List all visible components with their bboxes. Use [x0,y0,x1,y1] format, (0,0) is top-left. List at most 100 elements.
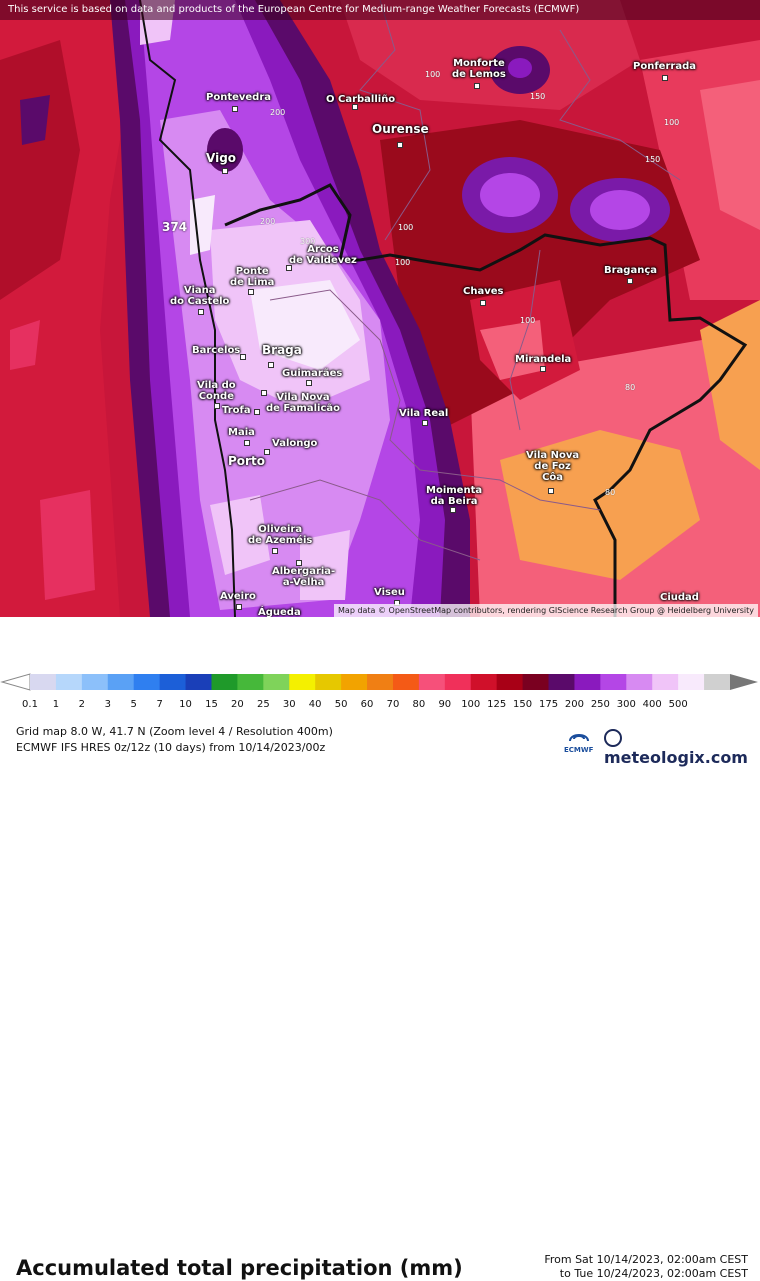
city-marker [248,289,254,295]
city-braganca[interactable]: Bragança [604,265,658,276]
color-scale-bar [0,673,758,691]
contour-label: 150 [530,92,546,101]
scale-swatch [392,674,420,690]
precipitation-map[interactable]: This service is based on data and produc… [0,0,760,617]
scale-swatch [496,674,524,690]
scale-swatch [341,674,368,690]
scale-swatch [367,674,394,690]
city-vila-real[interactable]: Vila Real [399,408,449,419]
city-monforte[interactable]: Monforte de Lemos [452,58,506,80]
city-chaves[interactable]: Chaves [463,286,504,297]
city-marker [232,106,238,112]
scale-tick-label: 175 [538,699,559,710]
contour-label: 100 [398,223,414,232]
scale-swatch [237,674,264,690]
city-porto[interactable]: Porto [228,454,265,468]
city-marker [222,168,228,174]
city-vila-do-conde[interactable]: Vila do Conde [197,380,236,402]
scale-tick-label: 250 [590,699,610,710]
city-guimaraes[interactable]: Guimarães [282,368,343,379]
scale-tick-label: 50 [334,699,348,710]
city-valongo[interactable]: Valongo [272,438,318,449]
scale-swatch [522,674,550,690]
scale-tick-label: 300 [616,699,636,710]
city-aveiro[interactable]: Aveiro [220,591,256,602]
scale-swatch [185,674,212,690]
scale-swatch [418,674,446,690]
city-vila-nova-famalicao[interactable]: Vila Nova de Famalicão [266,392,340,414]
city-viana[interactable]: Viana do Castelo [170,285,230,307]
city-marker [254,409,260,415]
city-arcos[interactable]: Arcos de Valdevez [289,244,357,266]
city-maia[interactable]: Maia [228,427,255,438]
city-marker [352,104,358,110]
city-marker [306,380,312,386]
contour-label: 100 [395,258,411,267]
forecast-period: From Sat 10/14/2023, 02:00am CEST to Tue… [544,1253,748,1281]
city-carballino[interactable]: O Carballiño [326,94,396,105]
model-info: ECMWF IFS HRES 0z/12z (10 days) from 10/… [16,741,326,754]
contour-label: 150 [645,155,661,164]
meteologix-logo[interactable]: meteologix.com [604,729,760,767]
city-viseu[interactable]: Viseu [374,587,405,598]
scale-swatch [159,674,187,690]
scale-tick-label: 80 [412,699,426,710]
city-marker [540,366,546,372]
grid-info: Grid map 8.0 W, 41.7 N (Zoom level 4 / R… [16,725,333,738]
city-ponferrada[interactable]: Ponferrada [633,61,696,72]
city-ciudad[interactable]: Ciudad [660,592,699,603]
map-attribution[interactable]: Map data © OpenStreetMap contributors, r… [334,604,758,617]
city-barcelos[interactable]: Barcelos [192,345,241,356]
city-marker [214,403,220,409]
scale-swatch [289,674,316,690]
city-mirandela[interactable]: Mirandela [515,354,572,365]
scale-swatch [315,674,342,690]
scale-tick-label: 5 [130,699,137,710]
city-marker [240,354,246,360]
city-marker [236,604,242,610]
scale-tick-label: 7 [156,699,163,710]
city-marker [296,560,302,566]
city-marker [450,507,456,513]
scale-swatch [81,674,109,690]
city-braga[interactable]: Braga [262,343,302,357]
ecmwf-logo: ECMWF [564,727,594,755]
period-to: to Tue 10/24/2023, 02:00am CEST [559,1267,748,1280]
scale-tick-label: 10 [179,699,192,710]
contour-label: 200 [260,217,276,226]
scale-arrow-right [730,674,758,690]
meteologix-logo-text: meteologix.com [604,748,748,767]
scale-swatch [211,674,238,690]
scale-arrow-left [0,673,31,691]
precipitation-field [0,0,760,617]
scale-swatch [678,674,705,690]
city-ourense[interactable]: Ourense [372,122,429,136]
scale-tick-label: 25 [256,699,270,710]
city-foz-coa[interactable]: Vila Nova de Foz Côa [526,450,580,483]
city-ponte-de-lima[interactable]: Ponte de Lima [230,266,275,288]
scale-swatch [107,674,135,690]
scale-tick-label: 1 [52,699,60,710]
scale-swatch [704,674,731,690]
city-marker [261,390,267,396]
city-moimenta[interactable]: Moimenta da Beira [426,485,483,507]
city-oliveira[interactable]: Oliveira de Azeméis [248,524,313,546]
city-vigo[interactable]: Vigo [206,151,237,165]
scale-tick-label: 70 [386,699,400,710]
city-trofa[interactable]: Trofa [222,405,251,416]
city-marker [268,362,274,368]
color-scale-labels: 0.1 1 2 3 5 7 10 15 20 25 30 40 50 60 70 80 90 100 125 150 1… [0,699,760,711]
scale-tick-label: 15 [205,699,218,710]
period-from: From Sat 10/14/2023, 02:00am CEST [544,1253,748,1266]
scale-swatch [626,674,653,690]
city-agueda[interactable]: Águeda [258,607,301,617]
scale-tick-label: 0.1 [22,699,38,710]
scale-tick-label: 2 [78,699,86,710]
city-marker [627,278,633,284]
contour-label: 100 [425,70,441,79]
city-albergaria[interactable]: Albergaria- a-Velha [272,566,336,588]
scale-tick-label: 40 [308,699,322,710]
city-pontevedra[interactable]: Pontevedra [206,92,272,103]
scale-tick-label: 3 [104,699,111,710]
scale-tick-label: 125 [487,699,507,710]
